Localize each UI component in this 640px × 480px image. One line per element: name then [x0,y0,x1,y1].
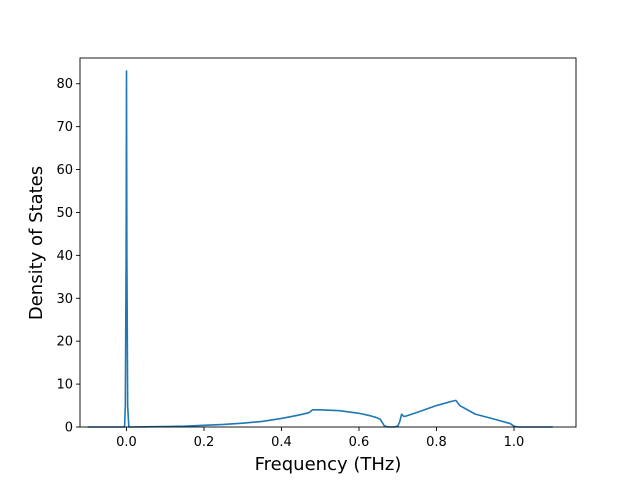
y-tick-label: 50 [56,206,73,221]
y-axis-label: Density of States [26,166,47,320]
y-tick-label: 80 [56,77,73,92]
x-tick-label: 1.0 [504,435,525,450]
axes-frame [79,57,577,428]
x-axis-label: Frequency (THz) [255,454,402,475]
plot-area: 0.0 0.2 0.4 0.6 0.8 1.0 0 10 20 30 40 50 60 70 80 [56,57,577,450]
series-line-0 [87,70,553,428]
y-tick-label: 60 [56,163,73,178]
x-tick-label: 0.4 [271,435,292,450]
y-tick-label: 70 [56,120,73,135]
x-tick-label: 0.8 [426,435,447,450]
y-tick-label: 20 [56,335,73,350]
y-tick-label: 0 [65,421,73,436]
x-tick-label: 0.2 [194,435,215,450]
y-tick-label: 40 [56,249,73,264]
x-tick-label: 0.6 [349,435,370,450]
y-tick-label: 30 [56,292,73,307]
x-tick-label: 0.0 [116,435,137,450]
y-tick-label: 10 [56,378,73,393]
